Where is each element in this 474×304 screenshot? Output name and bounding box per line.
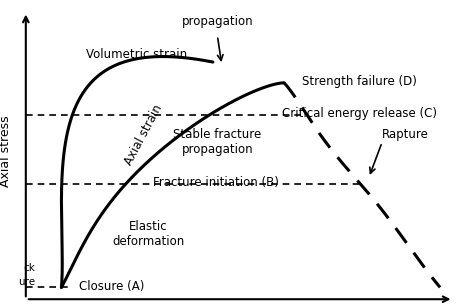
Text: Elastic
deformation: Elastic deformation xyxy=(112,220,184,248)
Text: Stable fracture
propagation: Stable fracture propagation xyxy=(173,128,262,156)
Text: ck: ck xyxy=(24,263,36,273)
Text: Strength failure (D): Strength failure (D) xyxy=(302,75,417,88)
Text: Closure (A): Closure (A) xyxy=(79,280,145,293)
Text: Critical energy release (C): Critical energy release (C) xyxy=(282,107,437,120)
Text: ure: ure xyxy=(18,277,36,287)
Text: Fracture initiation (B): Fracture initiation (B) xyxy=(153,176,279,188)
Text: Volumetric strain: Volumetric strain xyxy=(86,48,187,60)
Text: Rapture: Rapture xyxy=(382,128,429,141)
Text: Axial stress: Axial stress xyxy=(0,115,12,187)
Text: Axial strain: Axial strain xyxy=(122,102,165,167)
Text: propagation: propagation xyxy=(182,15,253,28)
